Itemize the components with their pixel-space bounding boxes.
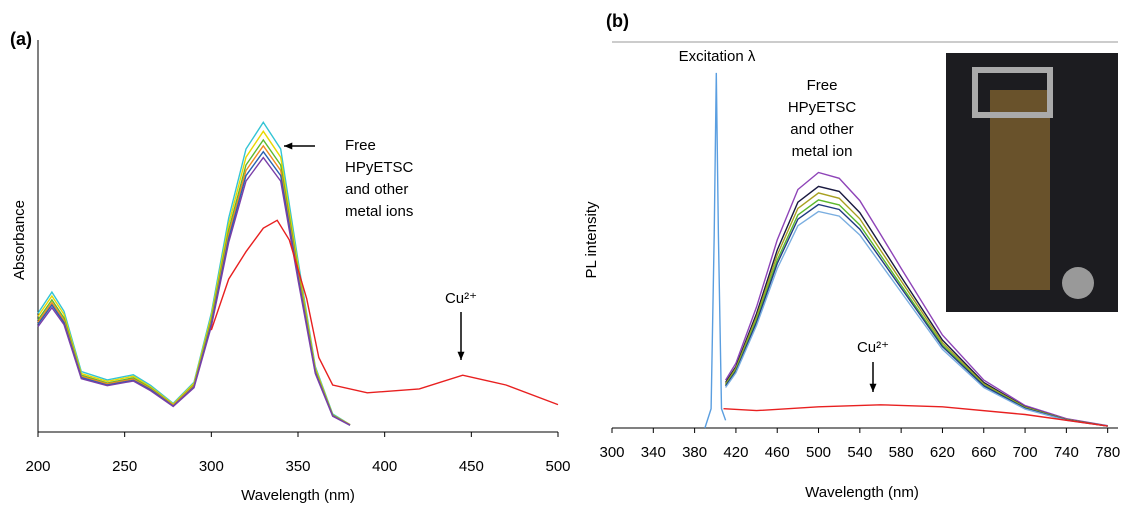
x-tick-label: 780: [1095, 444, 1120, 461]
inset-cuvette: [990, 90, 1050, 290]
spectrum-line: [210, 219, 559, 406]
annotation: metal ions: [345, 203, 413, 220]
annotation: HPyETSC: [788, 99, 857, 116]
annotation: Excitation λ: [679, 48, 756, 65]
spectrum-line: [37, 130, 351, 426]
x-tick-label: 450: [459, 458, 484, 475]
annotation: metal ion: [792, 143, 853, 160]
annotation: Cu²⁺: [857, 339, 889, 356]
annotation: Free: [345, 137, 376, 154]
annotation: HPyETSC: [345, 159, 414, 176]
y-axis-label: PL intensity: [583, 201, 600, 278]
x-tick-label: 200: [25, 458, 50, 475]
x-tick-label: 620: [930, 444, 955, 461]
x-tick-label: 350: [285, 458, 310, 475]
annotation: Cu²⁺: [445, 290, 477, 307]
spectrum-line: [725, 171, 1108, 427]
arrow-head: [284, 142, 293, 150]
arrow-head: [457, 351, 465, 360]
inset-knob: [1062, 267, 1094, 299]
arrow-head: [869, 383, 877, 392]
x-tick-label: 400: [372, 458, 397, 475]
annotation: Free: [807, 77, 838, 94]
annotation: and other: [345, 181, 408, 198]
x-tick-label: 460: [765, 444, 790, 461]
spectrum-line: [723, 404, 1108, 427]
spectrum-line: [37, 156, 351, 426]
x-axis-label: Wavelength (nm): [805, 484, 919, 501]
x-tick-label: 500: [545, 458, 570, 475]
spectrum-line: [725, 192, 1108, 427]
x-tick-label: 500: [806, 444, 831, 461]
spectrum-line: [704, 72, 727, 429]
x-tick-label: 700: [1013, 444, 1038, 461]
spectrum-line: [725, 210, 1108, 427]
x-tick-label: 340: [641, 444, 666, 461]
x-tick-label: 540: [847, 444, 872, 461]
annotation: and other: [790, 121, 853, 138]
inset-holder: [972, 67, 1053, 118]
y-axis-label: Absorbance: [11, 200, 28, 280]
x-tick-label: 380: [682, 444, 707, 461]
x-tick-label: 740: [1054, 444, 1079, 461]
x-tick-label: 300: [199, 458, 224, 475]
x-tick-label: 660: [971, 444, 996, 461]
x-tick-label: 580: [889, 444, 914, 461]
x-tick-label: 300: [599, 444, 624, 461]
panel-label: (b): [606, 11, 629, 31]
x-axis-label: Wavelength (nm): [241, 487, 355, 504]
x-tick-label: 250: [112, 458, 137, 475]
x-tick-label: 420: [723, 444, 748, 461]
panel-label: (a): [10, 29, 32, 49]
spectrum-line: [725, 203, 1108, 427]
